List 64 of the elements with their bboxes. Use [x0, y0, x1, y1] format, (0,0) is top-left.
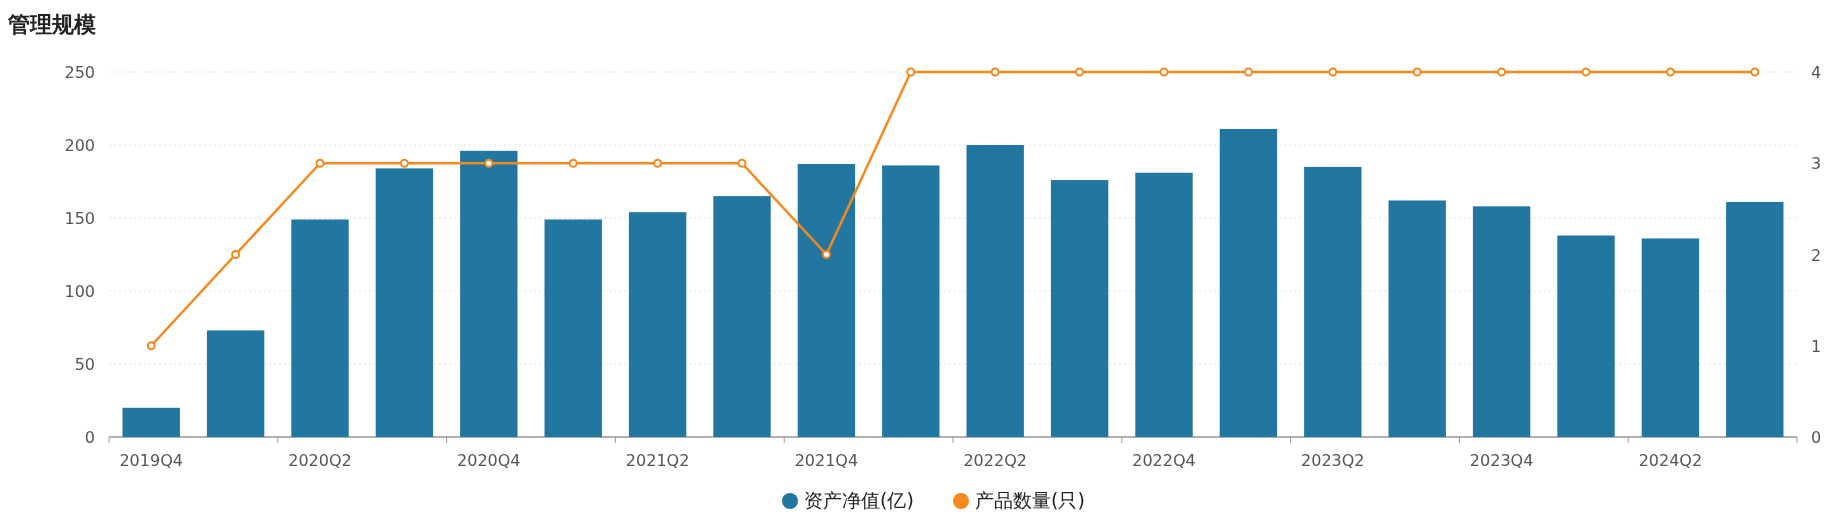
point — [146, 341, 156, 351]
x-tick-label: 2023Q2 — [1301, 451, 1365, 470]
bar — [1388, 200, 1446, 437]
bar — [1557, 235, 1615, 437]
bar — [206, 330, 265, 437]
bar — [122, 407, 180, 437]
y2-tick-label: 0 — [1811, 428, 1822, 447]
x-tick-label: 2021Q2 — [625, 451, 690, 470]
point — [1750, 67, 1760, 77]
x-tick-label: 2019Q4 — [119, 451, 183, 470]
bar — [713, 196, 771, 437]
bar — [1472, 206, 1531, 437]
point — [1581, 67, 1591, 77]
point — [821, 250, 831, 259]
bar — [882, 165, 940, 437]
bar — [291, 219, 349, 437]
bar — [966, 145, 1024, 437]
point — [906, 67, 916, 77]
x-tick-label: 2022Q2 — [963, 451, 1027, 470]
point — [315, 158, 325, 168]
point — [484, 158, 494, 168]
point — [568, 158, 578, 168]
point — [990, 67, 1000, 77]
point — [1665, 67, 1675, 77]
y2-tick-label: 2 — [1811, 245, 1822, 265]
bar — [1135, 172, 1193, 437]
y2-tick-label: 3 — [1811, 154, 1822, 174]
y-tick-label: 250 — [64, 63, 95, 82]
legend-label: 产品数量(只) — [975, 489, 1085, 511]
bar — [628, 212, 687, 437]
y-tick-label: 200 — [64, 136, 95, 155]
y2-tick-label: 1 — [1811, 336, 1822, 356]
y-tick-label: 150 — [64, 209, 95, 228]
x-tick-label: 2021Q4 — [794, 451, 859, 470]
bar — [460, 150, 518, 437]
point — [231, 250, 241, 259]
chart-title: 管理规模 — [7, 12, 96, 37]
x-tick-label: 2022Q4 — [1132, 451, 1196, 470]
point — [399, 158, 409, 168]
point — [1412, 67, 1422, 77]
x-tick-label: 2020Q4 — [457, 451, 521, 470]
x-tick-label: 2024Q2 — [1638, 451, 1703, 470]
y-tick-label: 0 — [84, 428, 95, 447]
bar — [1304, 166, 1362, 437]
bar — [1219, 128, 1278, 437]
bar — [1050, 180, 1109, 437]
legend-label: 资产净值(亿) — [804, 489, 914, 511]
bar — [1641, 238, 1700, 437]
y-tick-label: 100 — [64, 282, 95, 301]
point — [1075, 67, 1085, 77]
bar — [544, 219, 602, 437]
point — [1243, 67, 1253, 77]
point — [737, 158, 747, 168]
bar — [797, 163, 856, 437]
x-tick-label: 2023Q4 — [1469, 451, 1534, 470]
point — [1159, 67, 1169, 77]
point — [1328, 67, 1338, 77]
y-tick-label: 50 — [74, 355, 95, 374]
point — [653, 158, 663, 168]
point — [1497, 67, 1507, 77]
y2-tick-label: 4 — [1811, 63, 1822, 82]
bar — [375, 168, 434, 437]
x-tick-label: 2020Q2 — [288, 451, 352, 470]
bar — [1726, 201, 1784, 437]
